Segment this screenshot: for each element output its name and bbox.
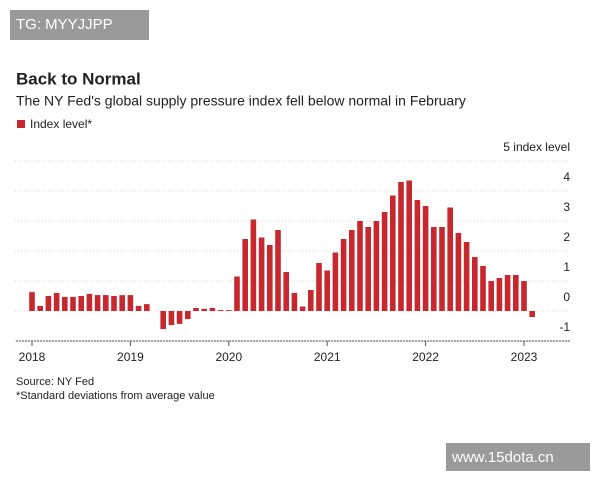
- x-tick-label: 2019: [117, 350, 144, 364]
- bar: [29, 292, 35, 311]
- bar: [513, 275, 519, 311]
- bar: [529, 311, 535, 317]
- bar: [316, 263, 322, 311]
- bar: [86, 293, 93, 311]
- legend-label: Index level*: [30, 117, 92, 131]
- y-tick-label: 1: [563, 260, 570, 274]
- y-tick-label: -1: [559, 320, 570, 334]
- bar: [70, 296, 76, 311]
- y-tick-label: 5 index level: [503, 140, 570, 154]
- bar: [144, 304, 150, 311]
- bar: [357, 221, 363, 311]
- bar: [127, 295, 134, 311]
- bar: [373, 221, 380, 311]
- bar: [308, 290, 314, 311]
- chart-subtitle: The NY Fed's global supply pressure inde…: [16, 93, 466, 109]
- bar: [217, 310, 224, 311]
- bar: [209, 308, 216, 311]
- bar: [439, 227, 445, 311]
- bar: [111, 296, 117, 311]
- bar: [472, 257, 478, 311]
- bar: [94, 295, 101, 311]
- bar: [299, 306, 306, 311]
- bar: [258, 237, 265, 311]
- bar: [365, 227, 371, 311]
- chart-title: Back to Normal: [16, 69, 141, 88]
- bar: [135, 305, 142, 311]
- bar: [37, 305, 43, 311]
- bar: [78, 296, 84, 311]
- bar: [45, 296, 52, 311]
- bar: [340, 239, 347, 311]
- bar: [53, 293, 60, 311]
- y-tick-label: 4: [563, 170, 570, 184]
- bar: [504, 275, 511, 311]
- bar: [168, 311, 175, 326]
- x-tick-label: 2021: [314, 350, 341, 364]
- bar: [283, 272, 289, 311]
- bar: [422, 206, 429, 311]
- bar: [291, 293, 298, 311]
- bar: [480, 266, 486, 311]
- bar: [62, 296, 68, 311]
- y-tick-label: 0: [563, 290, 570, 304]
- bar: [242, 239, 248, 311]
- x-tick-label: 2023: [511, 350, 538, 364]
- bar: [431, 227, 437, 311]
- bar: [488, 281, 494, 311]
- bar: [390, 195, 396, 311]
- bar: [234, 276, 240, 311]
- legend-swatch: [17, 120, 25, 128]
- note: *Standard deviations from average value: [16, 390, 215, 402]
- bar: [496, 278, 503, 311]
- bar: [119, 295, 125, 311]
- bar: [455, 233, 462, 311]
- bar: [226, 310, 232, 311]
- bar: [185, 311, 191, 320]
- bar: [201, 308, 207, 311]
- bar: [250, 219, 257, 311]
- x-tick-label: 2020: [215, 350, 242, 364]
- footer-watermark-box: [446, 443, 590, 471]
- y-tick-label: 3: [563, 200, 570, 214]
- watermark-box: [10, 10, 149, 40]
- bar: [324, 270, 330, 311]
- bar: [398, 182, 404, 311]
- bar: [447, 207, 453, 311]
- bar: [463, 242, 470, 311]
- bar: [406, 180, 412, 311]
- source: Source: NY Fed: [16, 376, 94, 388]
- bar: [193, 308, 199, 311]
- y-tick-label: 2: [563, 230, 570, 244]
- bar: [381, 212, 388, 311]
- bar: [103, 295, 109, 311]
- bar: [414, 200, 421, 311]
- bar: [332, 252, 339, 311]
- bar: [521, 281, 527, 311]
- bar: [160, 311, 166, 329]
- footer-watermark: www.15dota.cn: [451, 449, 554, 466]
- x-tick-label: 2018: [19, 350, 46, 364]
- watermark: TG: MYYJJPP: [16, 16, 113, 33]
- bar: [176, 311, 183, 324]
- bar: [349, 230, 355, 311]
- bar: [267, 245, 273, 311]
- bar: [275, 230, 281, 311]
- x-tick-label: 2022: [412, 350, 439, 364]
